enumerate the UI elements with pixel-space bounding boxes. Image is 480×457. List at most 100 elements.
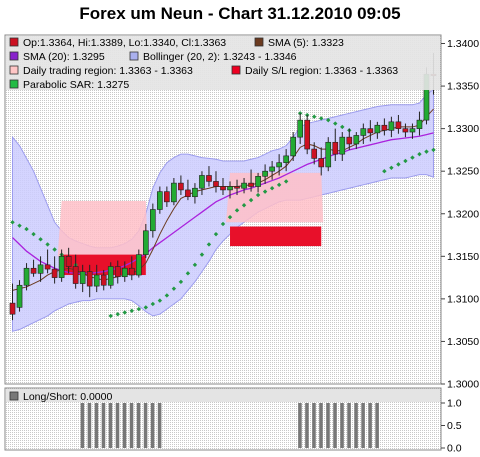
candle-down xyxy=(248,182,254,187)
long-short-bar xyxy=(340,403,344,448)
candle-down xyxy=(128,267,135,276)
long-short-bar xyxy=(319,403,323,448)
candle-down xyxy=(9,302,16,315)
long-short-bar xyxy=(143,403,148,448)
legend-swatch xyxy=(9,51,19,61)
long-short-bar xyxy=(150,403,155,448)
candle-up xyxy=(360,128,367,136)
lower-legend-swatch xyxy=(9,391,19,401)
long-short-bar xyxy=(157,403,162,448)
long-short-bar xyxy=(115,403,120,448)
candle-down xyxy=(185,189,191,198)
sar-point xyxy=(227,214,233,220)
candle-up xyxy=(171,182,177,203)
candle-up xyxy=(262,170,268,177)
long-short-bar xyxy=(298,403,302,448)
candle-down xyxy=(332,141,339,155)
candle-up xyxy=(121,267,128,278)
candle-up xyxy=(374,124,381,134)
y-tick-label: 1.3150 xyxy=(447,251,479,263)
sar-point xyxy=(136,306,142,312)
sar-point xyxy=(262,189,268,194)
sar-point xyxy=(157,298,163,303)
lower-legend-label: Long/Short: 0.0000 xyxy=(23,391,112,403)
candle-up xyxy=(416,119,423,129)
sar-point xyxy=(143,305,149,310)
long-short-bar xyxy=(122,403,127,448)
candle-down xyxy=(395,121,402,129)
candle-up xyxy=(37,264,44,274)
candle-up xyxy=(255,176,261,187)
sar-point xyxy=(185,271,191,276)
candle-up xyxy=(199,175,205,189)
sar-point xyxy=(213,231,219,237)
long-short-bar xyxy=(361,403,365,448)
candle-up xyxy=(16,284,23,308)
candle-up xyxy=(107,266,114,286)
long-short-bar xyxy=(326,403,330,448)
sar-point xyxy=(241,203,247,208)
y-tick-label: 1.3000 xyxy=(447,379,479,391)
candle-down xyxy=(304,119,311,150)
candle-down xyxy=(318,158,325,168)
sar-point xyxy=(192,262,198,268)
candle-up xyxy=(192,187,198,198)
y-tick-label: 1.3400 xyxy=(447,38,479,50)
sar-point xyxy=(31,231,36,237)
sar-point xyxy=(382,168,387,174)
sar-point xyxy=(122,310,127,315)
sar-point xyxy=(417,151,422,157)
sar-point xyxy=(234,208,240,213)
legend-label: Op:1.3364, Hi:1.3389, Lo:1.3340, Cl:1.33… xyxy=(23,37,226,49)
y-tick-label: 1.3050 xyxy=(447,336,479,348)
sar-point xyxy=(424,149,429,154)
candle-down xyxy=(220,186,226,191)
sar-point xyxy=(431,147,436,153)
candle-down xyxy=(346,136,353,145)
legend-box xyxy=(6,36,440,90)
sar-point xyxy=(333,121,338,126)
candle-down xyxy=(206,175,212,182)
sar-point xyxy=(10,220,15,225)
candle-down xyxy=(114,266,121,278)
y-tick-label: 1.3300 xyxy=(447,123,479,135)
candle-up xyxy=(135,254,142,276)
sar-point xyxy=(199,252,205,257)
candle-up xyxy=(290,136,296,157)
legend-label: Bollinger (20, 2): 1.3243 - 1.3346 xyxy=(143,51,297,63)
legend-label: Daily trading region: 1.3363 - 1.3363 xyxy=(23,65,193,77)
sar-point xyxy=(326,117,331,123)
lower-y-tick-label: 0.0 xyxy=(447,443,462,455)
legend-swatch xyxy=(9,65,19,75)
lower-y-tick-label: 0.5 xyxy=(447,420,462,432)
candle-up xyxy=(150,209,156,232)
sar-point xyxy=(115,312,120,317)
y-tick-label: 1.3250 xyxy=(447,166,479,178)
sar-point xyxy=(150,301,156,307)
sar-point xyxy=(248,197,254,203)
legend-label: Parabolic SAR: 1.3275 xyxy=(23,79,129,91)
sl-region-2 xyxy=(230,226,322,247)
sar-point xyxy=(108,313,113,319)
candle-down xyxy=(164,191,170,203)
candle-up xyxy=(283,155,289,163)
long-short-bar xyxy=(87,403,92,448)
sar-point xyxy=(17,223,22,228)
sar-point xyxy=(129,308,134,313)
y-tick-label: 1.3350 xyxy=(447,81,479,93)
sar-point xyxy=(269,186,275,191)
legend-label: SMA (5): 1.3323 xyxy=(268,37,344,49)
legend-label: SMA (20): 1.3295 xyxy=(23,51,105,63)
candle-down xyxy=(311,148,318,159)
sar-point xyxy=(319,116,324,121)
legend-swatch xyxy=(231,65,241,75)
lower-legend-box xyxy=(6,389,440,402)
candle-down xyxy=(402,128,409,133)
candle-down xyxy=(367,128,374,134)
long-short-bar xyxy=(333,403,337,448)
long-short-bar xyxy=(354,403,358,448)
long-short-bar xyxy=(101,403,106,448)
candle-up xyxy=(142,230,149,255)
candle-up xyxy=(241,182,247,189)
